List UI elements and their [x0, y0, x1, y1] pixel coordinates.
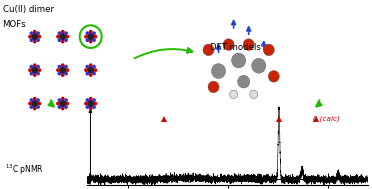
- Circle shape: [30, 32, 32, 34]
- Circle shape: [243, 39, 254, 50]
- Circle shape: [30, 72, 32, 75]
- Circle shape: [94, 36, 97, 38]
- Circle shape: [250, 90, 258, 99]
- Circle shape: [37, 65, 39, 68]
- Circle shape: [33, 31, 36, 33]
- Circle shape: [37, 72, 39, 75]
- Circle shape: [94, 102, 97, 105]
- Circle shape: [86, 106, 89, 108]
- Text: δ (calc): δ (calc): [312, 115, 339, 122]
- Text: MOFs: MOFs: [3, 20, 26, 29]
- Circle shape: [38, 36, 41, 38]
- Circle shape: [268, 70, 279, 82]
- Circle shape: [85, 69, 87, 71]
- Circle shape: [90, 107, 92, 110]
- Circle shape: [61, 74, 64, 76]
- Circle shape: [58, 99, 61, 101]
- Circle shape: [85, 102, 87, 105]
- Circle shape: [88, 34, 94, 40]
- Circle shape: [93, 72, 95, 75]
- Text: $^{13}$C pNMR: $^{13}$C pNMR: [5, 163, 44, 177]
- Circle shape: [90, 40, 92, 43]
- Circle shape: [208, 81, 219, 93]
- Circle shape: [90, 64, 92, 66]
- Circle shape: [90, 98, 92, 100]
- Circle shape: [93, 65, 95, 68]
- Circle shape: [212, 64, 225, 78]
- Circle shape: [60, 67, 65, 73]
- Circle shape: [86, 99, 89, 101]
- Circle shape: [86, 72, 89, 75]
- Circle shape: [37, 32, 39, 34]
- Circle shape: [30, 65, 32, 68]
- Circle shape: [65, 72, 67, 75]
- Circle shape: [32, 67, 38, 73]
- Circle shape: [60, 34, 65, 40]
- Circle shape: [263, 44, 274, 56]
- Circle shape: [66, 102, 68, 105]
- Circle shape: [57, 102, 59, 105]
- Circle shape: [61, 31, 64, 33]
- Circle shape: [90, 74, 92, 76]
- Circle shape: [252, 58, 266, 73]
- Circle shape: [33, 64, 36, 66]
- Circle shape: [93, 106, 95, 108]
- Circle shape: [38, 102, 41, 105]
- Circle shape: [86, 65, 89, 68]
- Circle shape: [90, 31, 92, 33]
- Circle shape: [65, 32, 67, 34]
- Circle shape: [30, 99, 32, 101]
- Circle shape: [61, 107, 64, 110]
- Circle shape: [88, 67, 94, 73]
- Circle shape: [58, 72, 61, 75]
- Circle shape: [33, 74, 36, 76]
- Circle shape: [66, 69, 68, 71]
- Circle shape: [238, 75, 250, 88]
- Circle shape: [30, 106, 32, 108]
- Circle shape: [29, 36, 31, 38]
- Circle shape: [32, 101, 38, 107]
- Circle shape: [61, 98, 64, 100]
- Circle shape: [58, 106, 61, 108]
- Circle shape: [232, 53, 246, 68]
- Circle shape: [65, 99, 67, 101]
- Text: DFT models: DFT models: [210, 43, 261, 53]
- Circle shape: [58, 32, 61, 34]
- Circle shape: [33, 98, 36, 100]
- Circle shape: [37, 99, 39, 101]
- Circle shape: [32, 34, 38, 40]
- Circle shape: [93, 39, 95, 41]
- Circle shape: [33, 40, 36, 43]
- Circle shape: [57, 36, 59, 38]
- Circle shape: [93, 99, 95, 101]
- Circle shape: [33, 107, 36, 110]
- Text: Cu(II) dimer: Cu(II) dimer: [3, 5, 54, 14]
- Circle shape: [223, 39, 234, 50]
- Circle shape: [65, 106, 67, 108]
- Circle shape: [29, 69, 31, 71]
- Circle shape: [58, 65, 61, 68]
- Circle shape: [93, 32, 95, 34]
- Circle shape: [203, 44, 214, 56]
- Circle shape: [61, 40, 64, 43]
- Circle shape: [65, 39, 67, 41]
- Circle shape: [38, 69, 41, 71]
- Circle shape: [60, 101, 65, 107]
- Circle shape: [88, 101, 94, 107]
- Circle shape: [29, 102, 31, 105]
- Circle shape: [57, 69, 59, 71]
- Circle shape: [30, 39, 32, 41]
- Circle shape: [58, 39, 61, 41]
- Circle shape: [86, 32, 89, 34]
- Circle shape: [61, 64, 64, 66]
- Circle shape: [37, 106, 39, 108]
- Circle shape: [230, 90, 238, 99]
- Circle shape: [85, 36, 87, 38]
- Circle shape: [66, 36, 68, 38]
- Circle shape: [37, 39, 39, 41]
- Circle shape: [86, 39, 89, 41]
- Circle shape: [65, 65, 67, 68]
- Circle shape: [94, 69, 97, 71]
